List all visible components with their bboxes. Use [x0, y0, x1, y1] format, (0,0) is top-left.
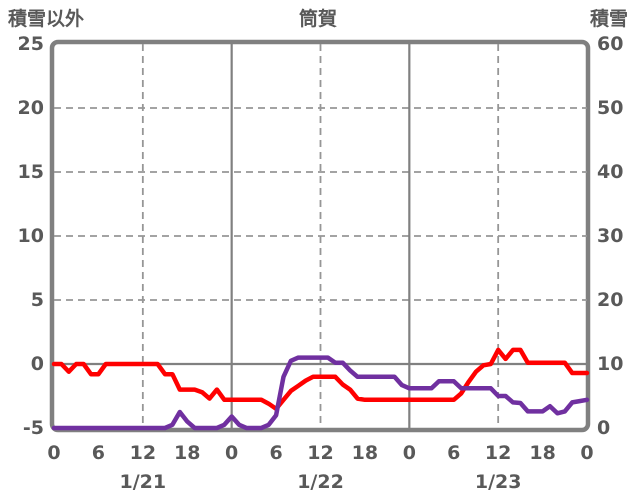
right-axis-tick-label: 60: [597, 33, 624, 55]
x-axis-hour-label: 12: [307, 442, 334, 464]
left-axis-tick-label: 20: [17, 97, 44, 119]
right-axis-tick-label: 20: [597, 289, 624, 311]
right-axis-tick-label: 0: [597, 417, 611, 439]
left-axis-tick-label: 15: [17, 161, 44, 183]
right-axis-tick-label: 50: [597, 97, 624, 119]
x-axis-hour-label: 12: [484, 442, 512, 464]
chart-title: 筒賀: [298, 8, 337, 30]
x-axis-hour-label: 0: [402, 442, 416, 464]
x-axis-hour-label: 6: [91, 442, 106, 464]
x-axis-date-label: 1/22: [297, 471, 344, 493]
x-axis-hour-label: 6: [447, 442, 461, 464]
x-axis-hour-label: 18: [529, 442, 556, 464]
right-axis-tick-label: 40: [597, 161, 624, 183]
left-axis-tick-label: 25: [17, 33, 44, 55]
right-axis-tick-label: 30: [597, 225, 624, 247]
left-axis-tick-label: 0: [30, 353, 44, 375]
x-axis-hour-label: 6: [269, 442, 283, 464]
left-axis-title: 積雪以外: [8, 8, 85, 30]
right-axis-tick-label: 10: [597, 353, 624, 375]
left-axis-tick-label: -5: [22, 417, 44, 439]
x-axis-hour-label: 18: [351, 442, 379, 464]
x-axis-hour-label: 0: [47, 442, 61, 464]
x-axis-hour-label: 0: [225, 442, 239, 464]
x-axis-date-label: 1/21: [119, 471, 167, 493]
series-line-purple: [51, 355, 590, 431]
x-axis-hour-label: 0: [580, 442, 594, 464]
series-line-red: [51, 347, 590, 412]
left-axis-tick-label: 10: [17, 225, 44, 247]
right-axis-title: 積雪: [589, 8, 628, 30]
left-axis-tick-label: 5: [30, 289, 44, 311]
x-axis-hour-label: 12: [129, 442, 157, 464]
x-axis-date-label: 1/23: [474, 471, 522, 493]
x-axis-hour-label: 18: [174, 442, 201, 464]
